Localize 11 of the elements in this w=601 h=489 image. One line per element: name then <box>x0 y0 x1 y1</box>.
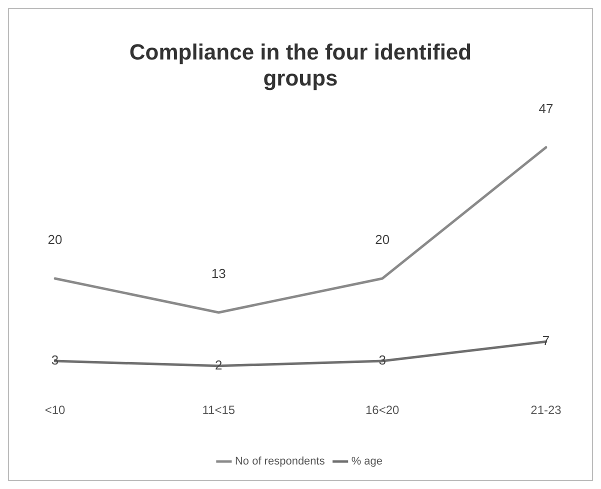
legend-label: No of respondents <box>234 456 326 468</box>
data-label: 20 <box>375 232 390 248</box>
legend-label: % age <box>351 456 383 468</box>
x-tick-label: 21-23 <box>530 403 562 418</box>
x-tick-label: <10 <box>44 403 66 418</box>
data-label: 20 <box>48 232 62 248</box>
x-tick-label: 16<20 <box>365 403 400 418</box>
data-label: 47 <box>538 100 554 116</box>
chart-title: Compliance in the four identified groups <box>129 39 472 91</box>
x-tick-label: 11<15 <box>202 403 236 418</box>
data-label: 13 <box>211 266 226 282</box>
